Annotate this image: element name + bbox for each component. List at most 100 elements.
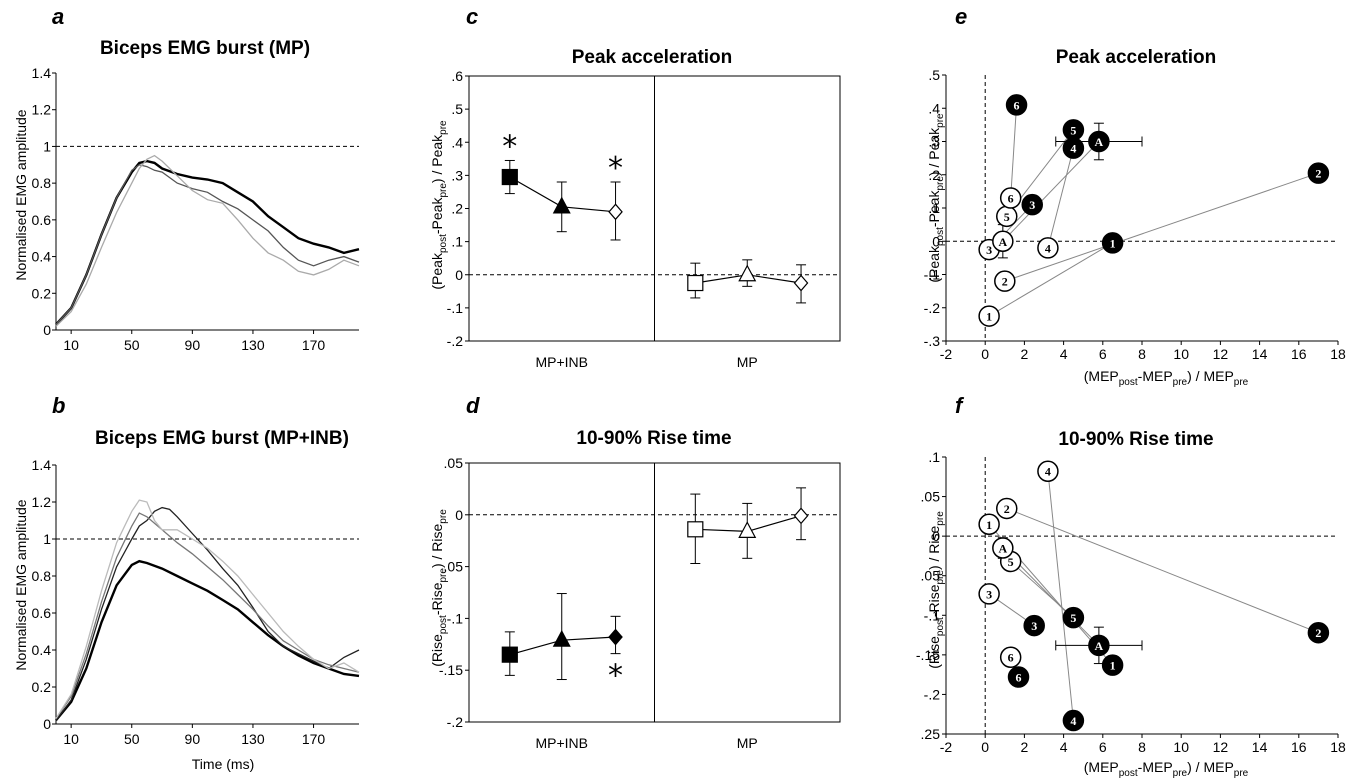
panel-label-c: c xyxy=(466,4,478,29)
subject-number: A xyxy=(999,542,1008,556)
subject-number: 5 xyxy=(1070,611,1076,625)
subject-post-marker xyxy=(1007,666,1030,688)
subject-number: 3 xyxy=(986,587,992,601)
subject-number: 2 xyxy=(1004,502,1010,516)
subject-number: 4 xyxy=(1070,142,1076,156)
y-tick-label: .1 xyxy=(928,200,940,216)
subject-connector xyxy=(1006,507,1319,634)
subject-pre-marker xyxy=(996,497,1018,520)
subject-number: A xyxy=(999,235,1008,249)
group-label: MP xyxy=(737,354,758,370)
x-tick-label: 50 xyxy=(124,731,140,747)
subject-number: 3 xyxy=(1029,198,1035,212)
x-tick-label: 6 xyxy=(1099,739,1107,755)
group-label: MP+INB xyxy=(535,354,588,370)
subject-connector xyxy=(1047,148,1074,249)
subject-post-marker xyxy=(1062,119,1085,141)
y-tick-label: 1 xyxy=(43,531,51,547)
x-tick-label: 8 xyxy=(1138,739,1146,755)
subject-number: 2 xyxy=(1315,626,1321,640)
y-tick-label: .2 xyxy=(451,201,463,217)
panel-f-ylabel: (Risepost-Risepre) / Risepre xyxy=(926,511,946,669)
subject-connector xyxy=(1004,172,1319,282)
x-tick-label: 4 xyxy=(1060,346,1068,362)
emg-series-line xyxy=(55,499,360,719)
triangle-marker xyxy=(552,196,571,214)
subject-number: A xyxy=(1095,135,1104,149)
triangle-marker xyxy=(552,629,571,647)
x-tick-label: 130 xyxy=(241,337,265,353)
panel-label-a: a xyxy=(52,4,64,29)
subject-post-marker xyxy=(1088,634,1110,657)
subject-post-marker xyxy=(1307,162,1330,184)
diamond-marker xyxy=(793,274,809,292)
y-tick-label: .4 xyxy=(928,100,940,116)
y-tick-label: -.3 xyxy=(924,333,941,349)
square-marker xyxy=(687,521,704,538)
subject-pre-marker xyxy=(978,513,1000,536)
subject-post-marker xyxy=(1307,621,1330,644)
y-tick-label: 0 xyxy=(932,528,940,544)
subject-pre-marker xyxy=(994,270,1016,292)
emg-series-line xyxy=(55,154,360,327)
emg-series-line xyxy=(55,506,360,721)
diamond-marker xyxy=(608,203,623,221)
significance-star: * xyxy=(608,151,623,186)
y-tick-label: .1 xyxy=(451,234,463,250)
y-tick-label: .1 xyxy=(928,449,940,465)
y-tick-label: .05 xyxy=(444,559,464,575)
y-tick-label: .25 xyxy=(921,726,941,742)
x-tick-label: 2 xyxy=(1021,739,1029,755)
square-marker xyxy=(501,168,518,186)
y-tick-label: .5 xyxy=(451,101,463,117)
panel-c: c Peak acceleration (Peakpost-Peakpre) /… xyxy=(429,4,841,370)
x-tick-label: 90 xyxy=(185,337,201,353)
y-tick-label: 0 xyxy=(932,233,940,249)
subject-number: 2 xyxy=(1315,167,1321,181)
subject-post-marker xyxy=(1101,654,1124,676)
square-marker xyxy=(501,646,518,663)
panel-f-xlabel: (MEPpost-MEPpre) / MEPpre xyxy=(1084,759,1249,779)
subject-pre-marker xyxy=(1037,237,1059,259)
triangle-marker xyxy=(738,264,757,282)
y-tick-label: .5 xyxy=(928,67,940,83)
subject-post-marker xyxy=(1062,709,1085,732)
y-tick-label: -.2 xyxy=(447,714,464,730)
x-tick-label: 0 xyxy=(981,346,989,362)
panel-e-xlabel: (MEPpost-MEPpre) / MEPpre xyxy=(1084,368,1249,388)
y-tick-label: 0 xyxy=(455,267,463,283)
panel-label-e: e xyxy=(955,4,967,29)
x-tick-label: 170 xyxy=(302,337,326,353)
y-tick-label: -.2 xyxy=(924,300,941,316)
subject-pre-marker xyxy=(1037,460,1059,482)
y-tick-label: 1.2 xyxy=(32,102,52,118)
x-tick-label: 10 xyxy=(1173,739,1189,755)
subject-number: 1 xyxy=(1110,236,1116,250)
panel-f-title: 10-90% Rise time xyxy=(1058,429,1213,450)
y-tick-label: -.1 xyxy=(924,607,941,623)
subject-number: 4 xyxy=(1045,465,1051,479)
panel-b-xlabel: Time (ms) xyxy=(192,756,254,772)
x-tick-label: 14 xyxy=(1252,739,1268,755)
y-tick-label: .05 xyxy=(444,455,464,471)
subject-connector xyxy=(1002,141,1100,242)
panel-c-title: Peak acceleration xyxy=(572,47,733,68)
x-tick-label: 12 xyxy=(1213,739,1229,755)
y-tick-label: 0.6 xyxy=(32,212,52,228)
subject-number: 2 xyxy=(1002,275,1008,289)
y-tick-label: 0.2 xyxy=(32,285,52,301)
x-tick-label: 18 xyxy=(1330,346,1346,362)
subject-post-marker xyxy=(1101,232,1124,254)
square-marker xyxy=(687,274,704,292)
subject-number: 3 xyxy=(1031,619,1037,633)
x-tick-label: 18 xyxy=(1330,739,1346,755)
panel-label-d: d xyxy=(466,393,480,418)
panel-b: b Biceps EMG burst (MP+INB) Normalised E… xyxy=(13,393,360,772)
y-tick-label: 1.4 xyxy=(32,65,52,81)
emg-series-line xyxy=(55,512,360,719)
x-tick-label: 50 xyxy=(124,337,140,353)
y-tick-label: 1.4 xyxy=(32,457,52,473)
diamond-marker xyxy=(793,507,809,525)
x-tick-label: 6 xyxy=(1099,346,1107,362)
